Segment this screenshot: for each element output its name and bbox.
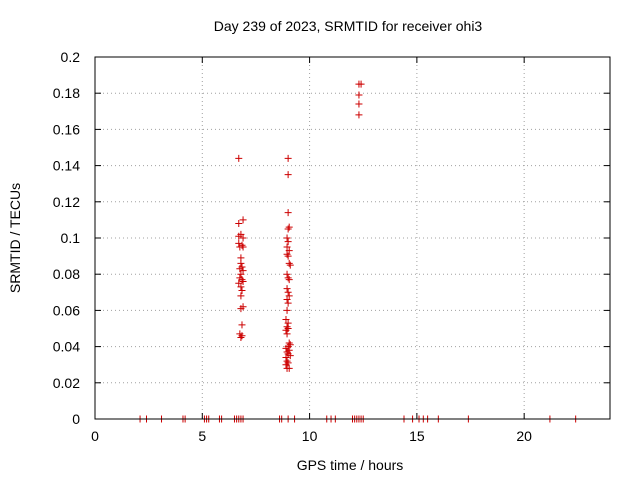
x-axis-label: GPS time / hours [297,457,404,473]
y-tick-label: 0.2 [61,49,81,65]
y-tick-label: 0.16 [53,121,80,137]
data-point [282,315,290,323]
data-point [282,353,290,361]
data-point [238,321,246,329]
y-tick-label: 0.18 [53,85,80,101]
x-tick-labels: 0 5 10 15 20 [91,428,532,444]
data-point [237,292,245,300]
data-point [235,239,243,247]
y-tick-label: 0.12 [53,194,80,210]
data-point [283,234,291,242]
y-tick-label: 0.08 [53,266,80,282]
y-tick-labels: 0 0.02 0.04 0.06 0.08 0.1 0.12 0.14 0.16 0.18 0.2 [53,49,80,427]
data-point [286,352,294,360]
data-point [239,243,247,251]
x-tick-label: 10 [302,428,318,444]
data-point [284,252,292,260]
data-points [136,80,580,423]
data-point [283,323,291,331]
data-point [236,265,244,273]
y-tick-label: 0.02 [53,375,80,391]
data-point [237,334,245,342]
data-point [285,339,293,347]
chart-title: Day 239 of 2023, SRMTID for receiver ohi… [214,18,483,34]
data-point [282,361,290,369]
data-point [286,261,294,269]
data-point [357,80,365,88]
data-point [355,100,363,108]
y-tick-label: 0.1 [61,230,81,246]
data-point [285,364,293,372]
data-point [237,283,245,291]
data-point [355,91,363,99]
data-point [282,326,290,334]
data-point [283,296,291,304]
data-point [285,247,293,255]
grid [95,57,610,419]
data-point [283,250,291,258]
data-point [283,357,291,365]
y-tick-label: 0.06 [53,302,80,318]
data-point [284,274,292,282]
data-point [283,348,291,356]
data-point [355,111,363,119]
data-point [235,220,243,228]
data-point [283,306,291,314]
data-point [282,344,290,352]
data-point [239,277,247,285]
data-point [283,270,291,278]
data-point [285,259,293,267]
data-point [235,232,243,240]
x-tick-label: 0 [91,428,99,444]
data-point [239,234,247,242]
data-point [285,292,293,300]
x-tick-label: 20 [516,428,532,444]
data-point [237,305,245,313]
data-point [239,267,247,275]
data-point [238,286,246,294]
data-point [284,209,292,217]
data-point [284,288,292,296]
data-point [235,154,243,162]
data-point [285,223,293,231]
y-axis-label: SRMTID / TECUs [7,183,23,293]
data-point [284,154,292,162]
data-point [284,225,292,233]
data-point [283,330,291,338]
data-point [238,276,246,284]
data-point [284,299,292,307]
data-point [284,238,292,246]
y-tick-label: 0 [72,411,80,427]
data-point [284,171,292,179]
data-point [238,332,246,340]
data-point [237,270,245,278]
data-point [285,276,293,284]
y-tick-label: 0.04 [53,339,80,355]
data-point [237,259,245,267]
plot-frame [94,56,611,420]
data-point [235,279,243,287]
x-tick-label: 5 [198,428,206,444]
x-tick-label: 15 [409,428,425,444]
y-tick-label: 0.14 [53,158,80,174]
data-point [239,216,247,224]
data-point [283,243,291,251]
data-point [283,285,291,293]
